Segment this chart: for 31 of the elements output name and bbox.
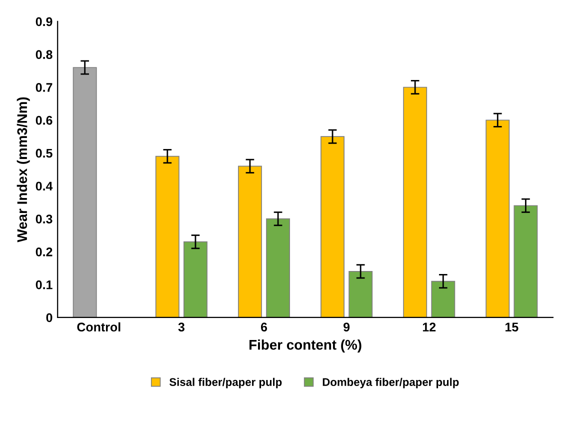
x-tick-label: Control: [77, 322, 120, 332]
y-tick-label: 0: [46, 313, 52, 322]
bar: [266, 218, 290, 318]
bar: [72, 67, 97, 318]
bar: [431, 280, 456, 318]
y-tick-label: 0.1: [36, 280, 52, 290]
x-axis-title: Fiber content (%): [250, 340, 362, 352]
bar: [183, 241, 208, 318]
x-tick-label: 15: [506, 322, 518, 332]
y-tick-label: 0.8: [36, 50, 52, 59]
legend-label: Sisal fiber/paper pulp: [169, 378, 282, 388]
y-tick-label: 0.3: [36, 214, 52, 224]
x-tick-label: 9: [344, 322, 350, 332]
bar: [403, 86, 428, 318]
x-tick-label: 12: [422, 322, 436, 332]
y-tick-label: 0.5: [36, 148, 52, 158]
legend-label: Dombeya fiber/paper pulp: [322, 378, 459, 388]
x-tick-label: 3: [178, 322, 184, 332]
bar: [320, 136, 345, 318]
bar: [155, 156, 180, 318]
x-tick-label: 6: [260, 322, 268, 332]
bar: [486, 120, 510, 318]
y-tick-label: 0.2: [36, 247, 52, 256]
y-tick-label: 0.4: [36, 182, 53, 191]
bar: [514, 205, 538, 318]
bar: [348, 270, 373, 318]
bar: [238, 166, 262, 318]
y-tick-label: 0.6: [36, 116, 52, 125]
y-tick-label: 0.9: [36, 17, 52, 26]
y-tick-label: 0.7: [36, 83, 52, 92]
y-axis-title: Wear Index (mm3/Nm): [16, 97, 30, 242]
